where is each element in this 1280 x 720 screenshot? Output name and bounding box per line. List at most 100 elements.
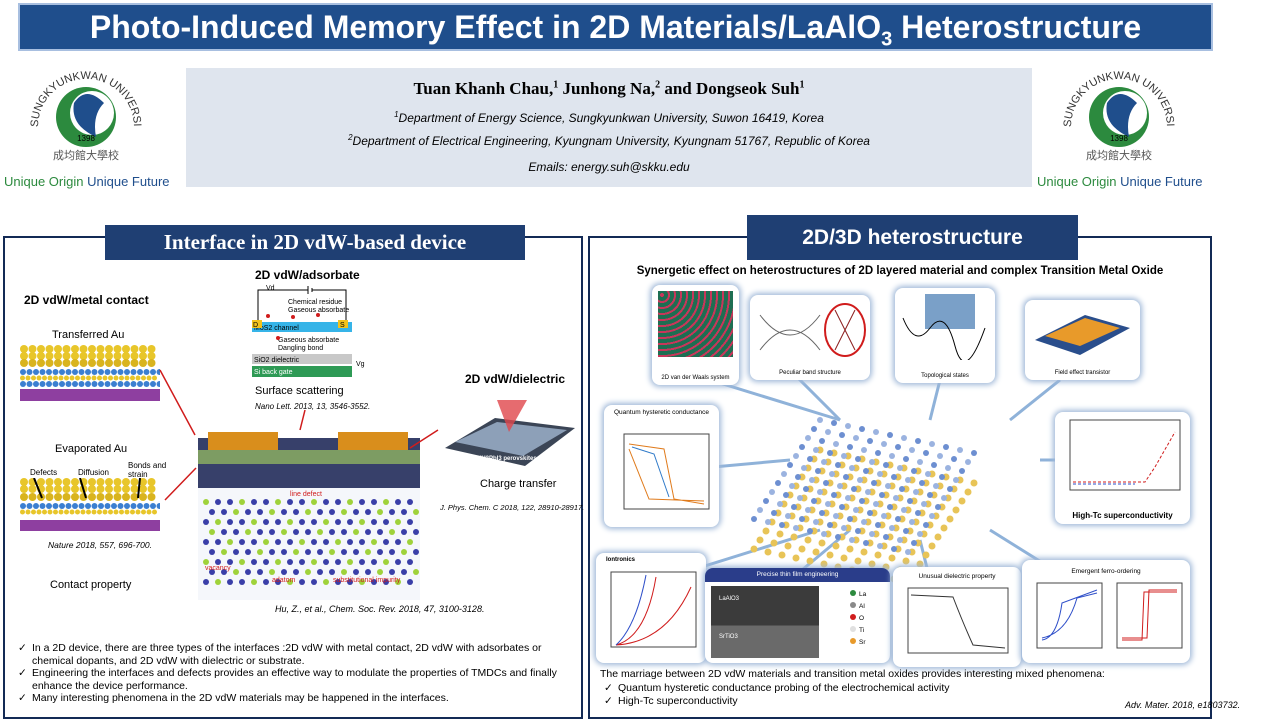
caption: Contact property bbox=[50, 579, 132, 591]
atom bbox=[849, 465, 855, 471]
atom bbox=[233, 549, 239, 555]
atom bbox=[413, 549, 419, 555]
atom bbox=[928, 542, 936, 550]
atom bbox=[54, 359, 62, 367]
atom bbox=[905, 549, 911, 555]
bullet: ✓ High-Tc superconductivity bbox=[600, 695, 1200, 708]
atom bbox=[359, 499, 365, 505]
atom bbox=[965, 459, 971, 465]
atom bbox=[797, 495, 803, 501]
atom bbox=[887, 432, 893, 438]
atom bbox=[845, 495, 851, 501]
email: Emails: energy.suh@skku.edu bbox=[528, 160, 690, 174]
atom bbox=[971, 450, 977, 456]
atom bbox=[117, 369, 124, 375]
atom bbox=[263, 499, 269, 505]
inset-label: 2D van der Waals system bbox=[661, 375, 730, 381]
atom bbox=[317, 509, 323, 515]
atom bbox=[869, 459, 875, 465]
slogan-a: Unique Origin bbox=[1037, 174, 1117, 189]
atom bbox=[143, 503, 150, 509]
slogan: Unique Origin Unique Future bbox=[4, 174, 170, 189]
atom bbox=[263, 519, 269, 525]
atom bbox=[209, 529, 215, 535]
atom bbox=[20, 381, 26, 387]
atom bbox=[293, 529, 299, 535]
atom bbox=[777, 501, 783, 507]
atom bbox=[53, 509, 58, 515]
logo-emblem bbox=[1106, 94, 1137, 137]
atom bbox=[62, 345, 71, 353]
label: vacancy bbox=[205, 565, 231, 572]
atom bbox=[317, 569, 323, 575]
atom bbox=[311, 499, 317, 505]
atom bbox=[233, 529, 239, 535]
atom bbox=[137, 369, 143, 375]
atom bbox=[820, 560, 828, 568]
atom bbox=[46, 381, 52, 387]
atom bbox=[227, 539, 233, 545]
atom bbox=[147, 345, 156, 353]
atom bbox=[959, 468, 965, 474]
atom bbox=[923, 450, 929, 456]
label: MoS2 channel bbox=[254, 325, 299, 332]
legend-swatch bbox=[850, 590, 856, 596]
atom bbox=[889, 525, 895, 531]
atom bbox=[45, 352, 54, 360]
atom bbox=[847, 444, 853, 450]
atom bbox=[28, 359, 37, 367]
inset: Emergent ferro-ordering bbox=[1022, 560, 1190, 663]
caption: Charge transfer bbox=[480, 478, 557, 490]
atom bbox=[91, 369, 98, 375]
atom bbox=[863, 540, 869, 546]
atom bbox=[311, 579, 317, 585]
atom bbox=[867, 438, 873, 444]
atom bbox=[365, 569, 371, 575]
label: 2D vdW/metal contact bbox=[24, 293, 149, 307]
legend-item: Al bbox=[850, 602, 866, 610]
atom bbox=[79, 359, 88, 367]
atom bbox=[257, 569, 263, 575]
atom bbox=[785, 513, 791, 519]
adsorbate-diagram: Vd Chemical residue Gaseous absorbate Mo… bbox=[252, 285, 365, 377]
atom bbox=[835, 534, 841, 540]
atom bbox=[293, 509, 299, 515]
atom bbox=[859, 498, 865, 504]
atom bbox=[817, 489, 823, 495]
atom bbox=[71, 345, 79, 353]
atom bbox=[251, 579, 257, 585]
atom bbox=[323, 519, 329, 525]
atom bbox=[359, 579, 365, 585]
atom bbox=[827, 522, 833, 528]
atom bbox=[36, 375, 42, 381]
label: Si back gate bbox=[254, 369, 293, 376]
atom bbox=[841, 453, 847, 459]
atom bbox=[269, 569, 275, 575]
atom bbox=[784, 542, 792, 550]
atom bbox=[59, 381, 65, 387]
atom bbox=[215, 539, 221, 545]
legend-item: O bbox=[850, 614, 866, 622]
label: LaAlO3 bbox=[719, 596, 740, 602]
atom bbox=[137, 381, 143, 387]
logo: SUNGKYUNKWAN UNIVERSITY1398成均館大學校Unique … bbox=[1029, 46, 1218, 195]
atom bbox=[317, 549, 323, 555]
atom bbox=[902, 557, 910, 565]
right-heading: 2D/3D heterostructure bbox=[747, 215, 1078, 260]
atom bbox=[897, 537, 903, 543]
atom bbox=[42, 509, 47, 515]
atom bbox=[143, 369, 150, 375]
label: 2D vdW/dielectric bbox=[465, 372, 566, 386]
atom bbox=[28, 352, 37, 360]
atom bbox=[841, 525, 847, 531]
atom bbox=[122, 352, 130, 360]
atom bbox=[105, 359, 113, 367]
atom bbox=[130, 381, 137, 387]
atom bbox=[209, 569, 215, 575]
atom bbox=[317, 529, 323, 535]
atom bbox=[111, 369, 117, 375]
atom bbox=[88, 352, 96, 360]
atom bbox=[111, 381, 117, 387]
atom bbox=[299, 539, 305, 545]
atom bbox=[915, 510, 921, 516]
